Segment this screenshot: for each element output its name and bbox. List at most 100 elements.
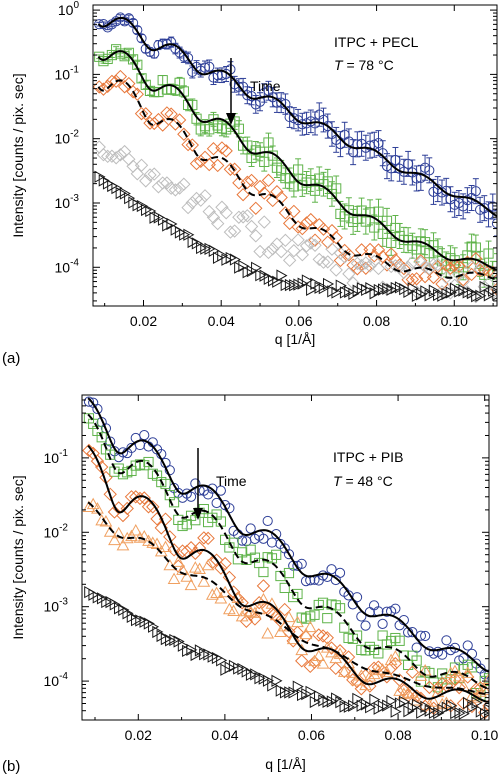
data-point xyxy=(136,199,148,213)
data-point xyxy=(278,206,293,220)
data-point xyxy=(363,259,377,273)
x-tick-label: 0.10 xyxy=(471,727,498,743)
data-point xyxy=(477,263,491,277)
arrow-head xyxy=(226,113,236,125)
data-point xyxy=(261,245,276,260)
data-point xyxy=(238,259,250,273)
data-point xyxy=(437,649,448,660)
data-point xyxy=(227,224,242,238)
data-point xyxy=(177,639,189,652)
data-point xyxy=(420,700,432,714)
panel-b-x-axis-label: q [1/Å] xyxy=(265,756,305,772)
data-point xyxy=(263,137,274,148)
data-point xyxy=(335,696,347,709)
data-point xyxy=(428,648,439,659)
data-point xyxy=(261,173,276,188)
data-point xyxy=(339,700,351,713)
data-point xyxy=(145,204,157,218)
data-point xyxy=(182,52,194,64)
data-point xyxy=(428,284,440,297)
data-point xyxy=(92,591,104,604)
data-point xyxy=(326,564,337,575)
data-point xyxy=(479,280,491,294)
data-point xyxy=(388,656,403,671)
data-point xyxy=(266,242,280,256)
data-point xyxy=(424,165,435,176)
panel-a-time-label: Time xyxy=(250,78,281,94)
data-point xyxy=(256,579,271,593)
panel-b-marks xyxy=(82,396,489,720)
data-point xyxy=(483,289,495,302)
data-point xyxy=(407,701,419,714)
panel-a-axes: 0.02 0.04 0.06 0.08 0.10 100 10-1 10-2 10-3 10-4 xyxy=(55,0,497,329)
y-tick-label: 10-3 xyxy=(44,597,69,615)
y-tick-label: 100 xyxy=(58,0,80,18)
data-point xyxy=(214,561,228,575)
data-point xyxy=(407,627,418,638)
data-point xyxy=(334,603,346,614)
data-point xyxy=(309,695,321,709)
data-point xyxy=(113,602,126,615)
data-point xyxy=(116,538,130,551)
data-point xyxy=(339,622,350,633)
data-point xyxy=(456,273,470,287)
data-point xyxy=(259,156,270,167)
data-point xyxy=(139,615,151,628)
data-point xyxy=(109,598,121,611)
data-point xyxy=(172,181,187,195)
data-point xyxy=(331,692,343,705)
data-point xyxy=(354,258,369,273)
data-point xyxy=(365,282,377,295)
data-point xyxy=(191,113,202,124)
data-point xyxy=(168,497,180,508)
data-point xyxy=(189,156,204,171)
data-point xyxy=(135,614,147,627)
data-point xyxy=(312,252,326,267)
panel-b-time-label: Time xyxy=(216,473,247,489)
data-point xyxy=(329,263,343,277)
data-point xyxy=(216,654,228,667)
data-point xyxy=(314,690,326,703)
data-point xyxy=(105,74,119,89)
data-point xyxy=(320,631,334,645)
data-point xyxy=(208,244,220,257)
data-point xyxy=(403,285,415,298)
data-point xyxy=(141,203,153,217)
data-point xyxy=(293,278,305,291)
data-point xyxy=(194,644,206,657)
y-tick-label: 10-2 xyxy=(44,522,69,540)
data-point xyxy=(185,195,200,210)
data-point xyxy=(253,179,267,194)
data-point xyxy=(409,272,424,286)
data-point xyxy=(279,686,292,699)
data-point xyxy=(403,705,415,718)
data-point xyxy=(386,283,398,296)
data-point xyxy=(469,252,483,266)
panel-a-fits xyxy=(97,16,497,281)
panel-a-marks xyxy=(93,12,497,304)
data-point xyxy=(329,661,343,676)
data-point xyxy=(201,531,215,546)
data-point xyxy=(275,684,287,697)
data-point xyxy=(257,215,271,229)
x-tick-label: 0.06 xyxy=(298,727,325,743)
data-point xyxy=(148,620,160,633)
data-point xyxy=(390,603,401,614)
data-point xyxy=(266,537,278,548)
data-point xyxy=(322,613,333,624)
data-point xyxy=(394,635,405,646)
data-point xyxy=(224,661,236,674)
data-point xyxy=(270,185,284,199)
data-point xyxy=(249,229,263,243)
fit-curve xyxy=(97,16,497,217)
data-point xyxy=(482,672,489,684)
data-point xyxy=(134,106,149,121)
data-point xyxy=(388,650,402,662)
data-point xyxy=(416,288,428,301)
panel-b-annotation-title: ITPC + PIB xyxy=(333,449,403,465)
data-point xyxy=(326,695,338,708)
data-point xyxy=(204,61,215,72)
panel-b-time-arrow xyxy=(193,448,203,520)
data-point xyxy=(261,626,275,639)
data-point xyxy=(321,235,335,249)
